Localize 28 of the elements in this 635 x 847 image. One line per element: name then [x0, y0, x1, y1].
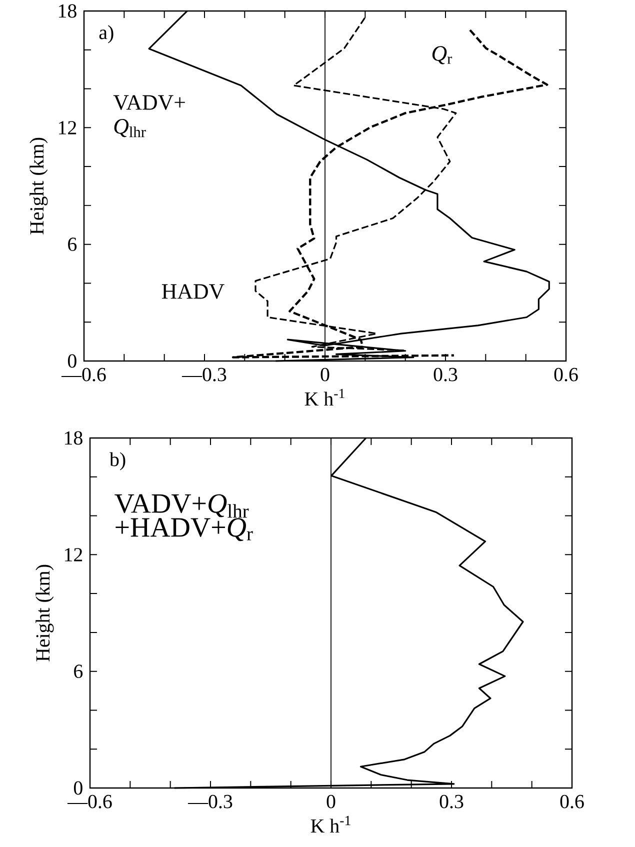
x-tick-label: 0 [320, 368, 330, 382]
legend-label: VADV+ Q$_{lhr}$ [113, 95, 185, 138]
x-tick-label: 0.3 [434, 368, 458, 382]
x-tick-label: 0 [326, 794, 336, 808]
y-tick-label: 0 [68, 354, 76, 368]
y-axis-title: Height (km) [36, 564, 54, 662]
x-tick-label: —0.3 [182, 368, 226, 382]
legend-label: VADV+Q$_{lhr}$ +HADV+Q$_{r}$ [114, 494, 253, 542]
y-axis-title: Height (km) [30, 138, 48, 234]
annotation: b) [109, 452, 126, 470]
x-tick-label: —0.3 [188, 794, 232, 808]
x-tick-label: 0.3 [440, 794, 464, 808]
x-tick-label: 0.6 [560, 794, 584, 808]
y-tick-label: 0 [74, 781, 82, 795]
y-tick-label: 6 [68, 238, 77, 252]
x-tick-label: 0.6 [554, 368, 578, 382]
x-axis-title: K h$^{-1}$ [310, 816, 350, 833]
y-tick-label: 18 [64, 431, 82, 445]
x-axis-title: K h$^{-1}$ [304, 388, 344, 406]
series-label: Q$_{r}$ [432, 46, 452, 64]
y-tick-label: 12 [58, 121, 76, 134]
y-tick-label: 18 [58, 4, 76, 18]
annotation: a) [99, 25, 114, 44]
y-tick-label: 12 [64, 548, 82, 562]
series-label: HADV [162, 284, 224, 299]
x-tick-label: —0.6 [67, 794, 112, 808]
y-tick-label: 6 [74, 664, 83, 678]
x-tick-label: —0.6 [61, 368, 106, 382]
